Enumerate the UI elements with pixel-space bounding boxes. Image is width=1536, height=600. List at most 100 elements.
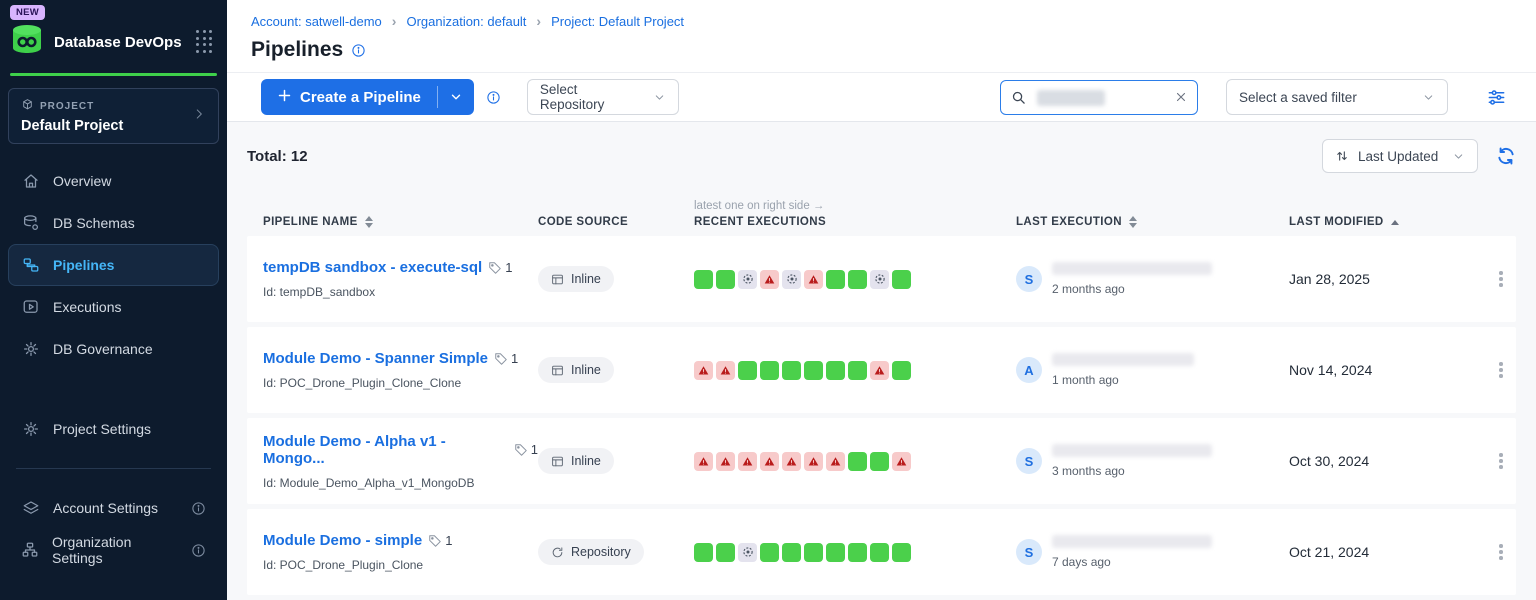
sidebar-item-db-schemas[interactable]: DB Schemas (8, 202, 219, 244)
execution-success-icon[interactable] (760, 542, 779, 562)
sidebar-item-project-settings[interactable]: Project Settings (8, 408, 219, 450)
execution-success-icon[interactable] (694, 542, 713, 562)
chevron-down-icon (653, 91, 666, 104)
execution-success-icon[interactable] (892, 542, 911, 562)
tag-icon (488, 261, 502, 275)
execution-failed-icon[interactable] (804, 269, 823, 289)
execution-failed-icon[interactable] (826, 451, 845, 471)
repository-icon (551, 546, 564, 559)
execution-success-icon[interactable] (738, 360, 757, 380)
execution-success-icon[interactable] (848, 542, 867, 562)
sidebar-item-organization-settings[interactable]: Organization Settings (8, 529, 219, 571)
execution-failed-icon[interactable] (738, 451, 757, 471)
pipeline-id: Id: tempDB_sandbox (263, 285, 376, 299)
column-last-execution[interactable]: LAST EXECUTION (1016, 216, 1289, 228)
execution-failed-icon[interactable] (782, 451, 801, 471)
execution-failed-icon[interactable] (804, 451, 823, 471)
project-name: Default Project (21, 118, 124, 134)
row-menu-kebab-icon[interactable] (1489, 362, 1513, 378)
execution-success-icon[interactable] (870, 542, 889, 562)
create-pipeline-button[interactable]: Create a Pipeline (261, 79, 474, 115)
nav-label: DB Governance (53, 341, 153, 357)
execution-success-icon[interactable] (892, 269, 911, 289)
sort-arrows-icon (1335, 149, 1349, 163)
execution-failed-icon[interactable] (716, 451, 735, 471)
pipelines-list: Total: 12 Last Updated (227, 122, 1536, 600)
execution-success-icon[interactable] (694, 269, 713, 289)
create-pipeline-dropdown-button[interactable] (438, 79, 474, 115)
sidebar-item-db-governance[interactable]: DB Governance (8, 328, 219, 370)
sidebar-item-pipelines[interactable]: Pipelines (8, 244, 219, 286)
refresh-icon[interactable] (1496, 146, 1516, 166)
execution-failed-icon[interactable] (760, 269, 779, 289)
row-menu-kebab-icon[interactable] (1489, 544, 1513, 560)
create-info-icon[interactable] (486, 90, 501, 105)
executions-note: latest one on right side → (694, 200, 825, 212)
execution-success-icon[interactable] (826, 269, 845, 289)
row-menu-kebab-icon[interactable] (1489, 453, 1513, 469)
breadcrumb: Account: satwell-demo › Organization: de… (251, 13, 1512, 29)
select-repository-value: Select Repository (539, 82, 605, 112)
title-info-icon[interactable] (351, 43, 366, 58)
sidebar-item-overview[interactable]: Overview (8, 160, 219, 202)
select-repository-dropdown[interactable]: Select Repository (526, 79, 679, 115)
execution-success-icon[interactable] (870, 451, 889, 471)
filter-sliders-icon[interactable] (1487, 88, 1506, 107)
saved-filter-dropdown[interactable]: Select a saved filter (1226, 79, 1448, 115)
execution-success-icon[interactable] (760, 360, 779, 380)
execution-failed-icon[interactable] (694, 360, 713, 380)
nav-label: Organization Settings (51, 534, 132, 566)
execution-success-icon[interactable] (804, 360, 823, 380)
execution-success-icon[interactable] (848, 451, 867, 471)
execution-failed-icon[interactable] (870, 360, 889, 380)
execution-failed-icon[interactable] (716, 360, 735, 380)
tag-count[interactable]: 1 (428, 533, 452, 548)
execution-skipped-icon[interactable] (782, 269, 801, 289)
execution-skipped-icon[interactable] (738, 269, 757, 289)
breadcrumb-organization[interactable]: Organization: default (406, 13, 527, 29)
sort-icon (1128, 216, 1137, 228)
tag-count[interactable]: 1 (514, 442, 538, 457)
execution-success-icon[interactable] (826, 360, 845, 380)
info-icon[interactable] (191, 543, 206, 558)
pipeline-name-link[interactable]: Module Demo - simple (263, 532, 423, 549)
breadcrumb-account[interactable]: Account: satwell-demo (251, 13, 382, 29)
execution-success-icon[interactable] (716, 269, 735, 289)
last-execution-time: 7 days ago (1052, 555, 1111, 569)
execution-failed-icon[interactable] (760, 451, 779, 471)
execution-success-icon[interactable] (782, 360, 801, 380)
apps-grid-icon[interactable] (196, 30, 213, 54)
avatar: S (1016, 539, 1042, 565)
pipeline-name-link[interactable]: Module Demo - Alpha v1 - Mongo... (263, 432, 446, 467)
execution-skipped-icon[interactable] (738, 542, 757, 562)
clear-search-icon[interactable] (1175, 91, 1187, 103)
sidebar-item-account-settings[interactable]: Account Settings (8, 487, 219, 529)
pipeline-row: tempDB sandbox - execute-sql 1 Id: tempD… (247, 236, 1516, 322)
info-icon[interactable] (191, 501, 206, 516)
execution-success-icon[interactable] (804, 542, 823, 562)
breadcrumb-project[interactable]: Project: Default Project (551, 13, 685, 29)
execution-success-icon[interactable] (848, 360, 867, 380)
row-menu-kebab-icon[interactable] (1489, 271, 1513, 287)
column-last-modified[interactable]: LAST MODIFIED (1289, 216, 1475, 228)
tag-count[interactable]: 1 (494, 351, 518, 366)
pipeline-name-link[interactable]: tempDB sandbox - execute-sql (263, 259, 483, 276)
column-pipeline-name[interactable]: PIPELINE NAME (247, 216, 538, 228)
sidebar-item-executions[interactable]: Executions (8, 286, 219, 328)
redacted-user-name (1052, 535, 1212, 548)
pipeline-name-link[interactable]: Module Demo - Spanner Simple (263, 350, 489, 367)
execution-success-icon[interactable] (782, 542, 801, 562)
execution-skipped-icon[interactable] (870, 269, 889, 289)
execution-success-icon[interactable] (848, 269, 867, 289)
brand-accent-rule (10, 73, 217, 76)
execution-success-icon[interactable] (892, 360, 911, 380)
project-selector[interactable]: PROJECT Default Project (8, 88, 219, 144)
execution-success-icon[interactable] (826, 542, 845, 562)
tag-count[interactable]: 1 (488, 260, 512, 275)
last-modified-date: Oct 21, 2024 (1289, 544, 1370, 560)
tag-icon (494, 352, 508, 366)
execution-failed-icon[interactable] (694, 451, 713, 471)
execution-success-icon[interactable] (716, 542, 735, 562)
sort-dropdown[interactable]: Last Updated (1322, 139, 1478, 173)
execution-failed-icon[interactable] (892, 451, 911, 471)
